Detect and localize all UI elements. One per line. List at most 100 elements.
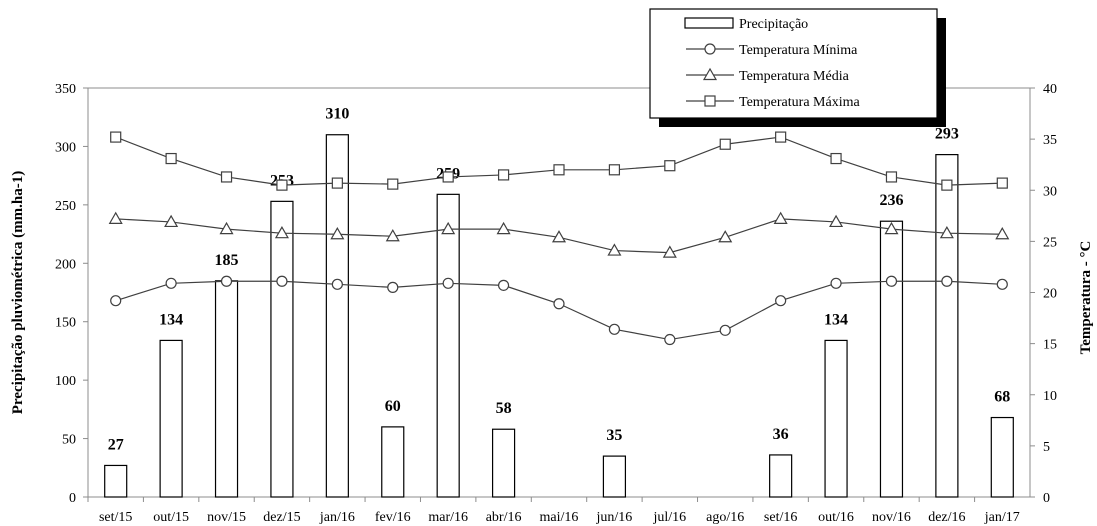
temperature-point-circle	[941, 275, 953, 287]
bar-value-label: 134	[824, 311, 848, 328]
y-right-tick-label: 15	[1043, 338, 1057, 353]
temperature-point-square	[996, 177, 1008, 189]
temperature-point-circle	[996, 278, 1008, 290]
y-right-axis-title: Temperatura - °C	[1078, 241, 1094, 355]
temperature-line-square	[115, 136, 1003, 186]
temperature-point-square	[110, 131, 122, 143]
temperature-line-circle	[115, 280, 1003, 341]
bar-value-label: 293	[935, 126, 959, 143]
temperature-point-circle	[110, 295, 122, 307]
legend-entry-label: Temperatura Média	[739, 69, 850, 84]
temperature-point-circle	[830, 277, 842, 289]
temperature-point-square	[941, 179, 953, 191]
x-tick-label: set/16	[764, 510, 797, 525]
temperature-point-square	[664, 160, 676, 172]
temperature-point-circle	[387, 281, 399, 293]
y-left-axis-title: Precipitação pluviométrica (mm.ha-1)	[10, 171, 26, 414]
precipitation-bar	[491, 428, 516, 498]
y-right-tick-label: 20	[1043, 287, 1057, 302]
temperature-point-circle	[608, 323, 621, 335]
temperature-point-square	[276, 179, 288, 191]
bar-value-label: 27	[108, 436, 124, 453]
x-tick-label: set/15	[99, 510, 132, 525]
x-tick-label: dez/16	[928, 510, 965, 525]
temperature-point-square	[497, 169, 510, 181]
temperature-point-triangle	[995, 227, 1010, 240]
y-left-tick-label: 50	[62, 433, 76, 448]
precipitation-bar	[990, 416, 1014, 498]
temperature-point-triangle	[607, 243, 622, 256]
y-right-tick-label: 25	[1043, 235, 1057, 250]
y-right-tick-label: 30	[1043, 184, 1057, 199]
bar-value-label: 134	[159, 311, 183, 328]
temperature-point-triangle	[274, 225, 289, 239]
temperature-point-circle	[165, 277, 177, 289]
precipitation-bar	[879, 220, 904, 498]
temperature-point-circle	[553, 298, 565, 310]
y-left-tick-label: 0	[69, 491, 76, 506]
x-tick-label: out/15	[153, 510, 189, 525]
temperature-point-square	[165, 152, 177, 165]
temperature-point-square	[719, 138, 731, 150]
x-tick-label: dez/15	[263, 510, 300, 525]
temperature-point-triangle	[219, 221, 234, 235]
precipitation-bar	[104, 464, 128, 498]
x-tick-label: out/16	[818, 510, 854, 525]
temperature-point-triangle	[551, 230, 567, 243]
temperature-point-square	[830, 152, 842, 165]
temperature-point-circle	[719, 324, 731, 336]
temperature-point-triangle	[441, 221, 456, 235]
bar-value-label: 58	[496, 400, 512, 417]
precipitation-bar	[769, 454, 793, 498]
temperature-point-square	[885, 171, 898, 183]
y-left-tick-label: 250	[55, 199, 76, 214]
precipitation-bar	[159, 339, 183, 498]
temperature-point-square	[442, 171, 454, 183]
x-tick-label: abr/16	[486, 510, 522, 525]
y-left-tick-label: 200	[55, 257, 76, 272]
temperature-point-triangle	[718, 230, 733, 243]
temperature-point-square	[387, 178, 399, 190]
y-left-tick-label: 100	[55, 374, 76, 389]
temperature-point-circle	[276, 275, 288, 287]
y-left-tick-label: 350	[55, 82, 76, 97]
legend-swatch-bar	[684, 17, 734, 29]
y-right-tick-label: 35	[1043, 133, 1057, 148]
temperature-point-triangle	[773, 211, 788, 224]
x-tick-label: jul/16	[652, 510, 686, 525]
temperature-point-triangle	[662, 245, 677, 258]
temperature-point-circle	[442, 277, 454, 289]
legend-marker-circle	[704, 43, 716, 55]
precipitation-bar	[270, 200, 294, 498]
bar-value-label: 310	[325, 106, 349, 123]
temperature-point-circle	[331, 278, 343, 290]
x-tick-label: jun/16	[596, 510, 633, 525]
y-right-tick-label: 10	[1043, 389, 1057, 404]
legend-entry-label: Precipitação	[739, 17, 808, 32]
temperature-point-triangle	[108, 211, 123, 224]
temperature-point-triangle	[939, 225, 954, 239]
temperature-point-square	[553, 164, 565, 176]
legend-marker-triangle	[702, 67, 718, 81]
x-tick-label: jan/17	[984, 510, 1020, 525]
y-left-tick-label: 150	[55, 316, 76, 331]
temperature-point-triangle	[385, 229, 400, 242]
precipitation-bar	[935, 154, 959, 498]
legend-entry-label: Temperatura Máxima	[739, 95, 860, 110]
temperature-point-square	[220, 171, 233, 183]
y-right-tick-label: 0	[1043, 491, 1050, 506]
temperature-point-circle	[497, 279, 510, 291]
bar-value-label: 236	[879, 192, 903, 209]
precipitation-bar	[602, 455, 627, 498]
x-tick-label: ago/16	[706, 510, 744, 525]
bar-value-label: 35	[606, 427, 622, 444]
temperature-point-circle	[220, 275, 233, 287]
legend-entry-label: Temperatura Mínima	[739, 43, 858, 58]
y-right-tick-label: 5	[1043, 440, 1050, 455]
y-left-tick-label: 300	[55, 140, 76, 155]
precipitation-bar	[436, 193, 460, 498]
x-tick-label: nov/16	[872, 510, 911, 525]
precipitation-bar	[214, 280, 239, 498]
precipitation-bar	[325, 134, 349, 498]
